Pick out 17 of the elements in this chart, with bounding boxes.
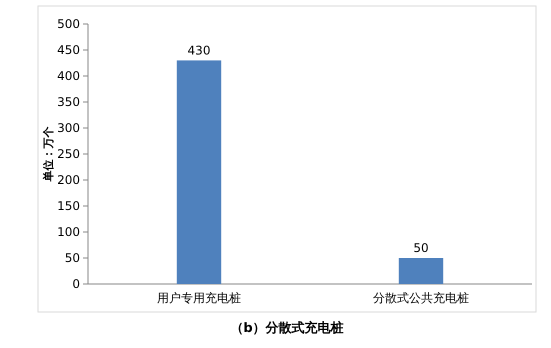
data-label: 430 (188, 43, 210, 58)
y-tick-label: 250 (57, 147, 80, 162)
y-tick-label: 350 (57, 95, 80, 110)
y-tick-label: 150 (57, 199, 80, 214)
y-tick-label: 500 (57, 17, 80, 32)
x-tick-label: 分散式公共充电桩 (373, 291, 469, 305)
y-tick-label: 50 (64, 251, 80, 266)
y-axis-title: 单位：万个 (42, 126, 55, 182)
text: （b）分散式充电桩 (230, 320, 344, 336)
y-tick-label: 300 (57, 121, 80, 136)
y-tick-label: 450 (57, 43, 80, 58)
data-label: 50 (413, 241, 429, 255)
y-tick-label: 0 (72, 277, 80, 292)
y-tick-label: 400 (57, 69, 80, 84)
y-tick-label: 100 (57, 225, 80, 240)
y-tick-label: 200 (57, 173, 80, 188)
x-tick-label: 用户专用充电桩 (157, 291, 241, 305)
